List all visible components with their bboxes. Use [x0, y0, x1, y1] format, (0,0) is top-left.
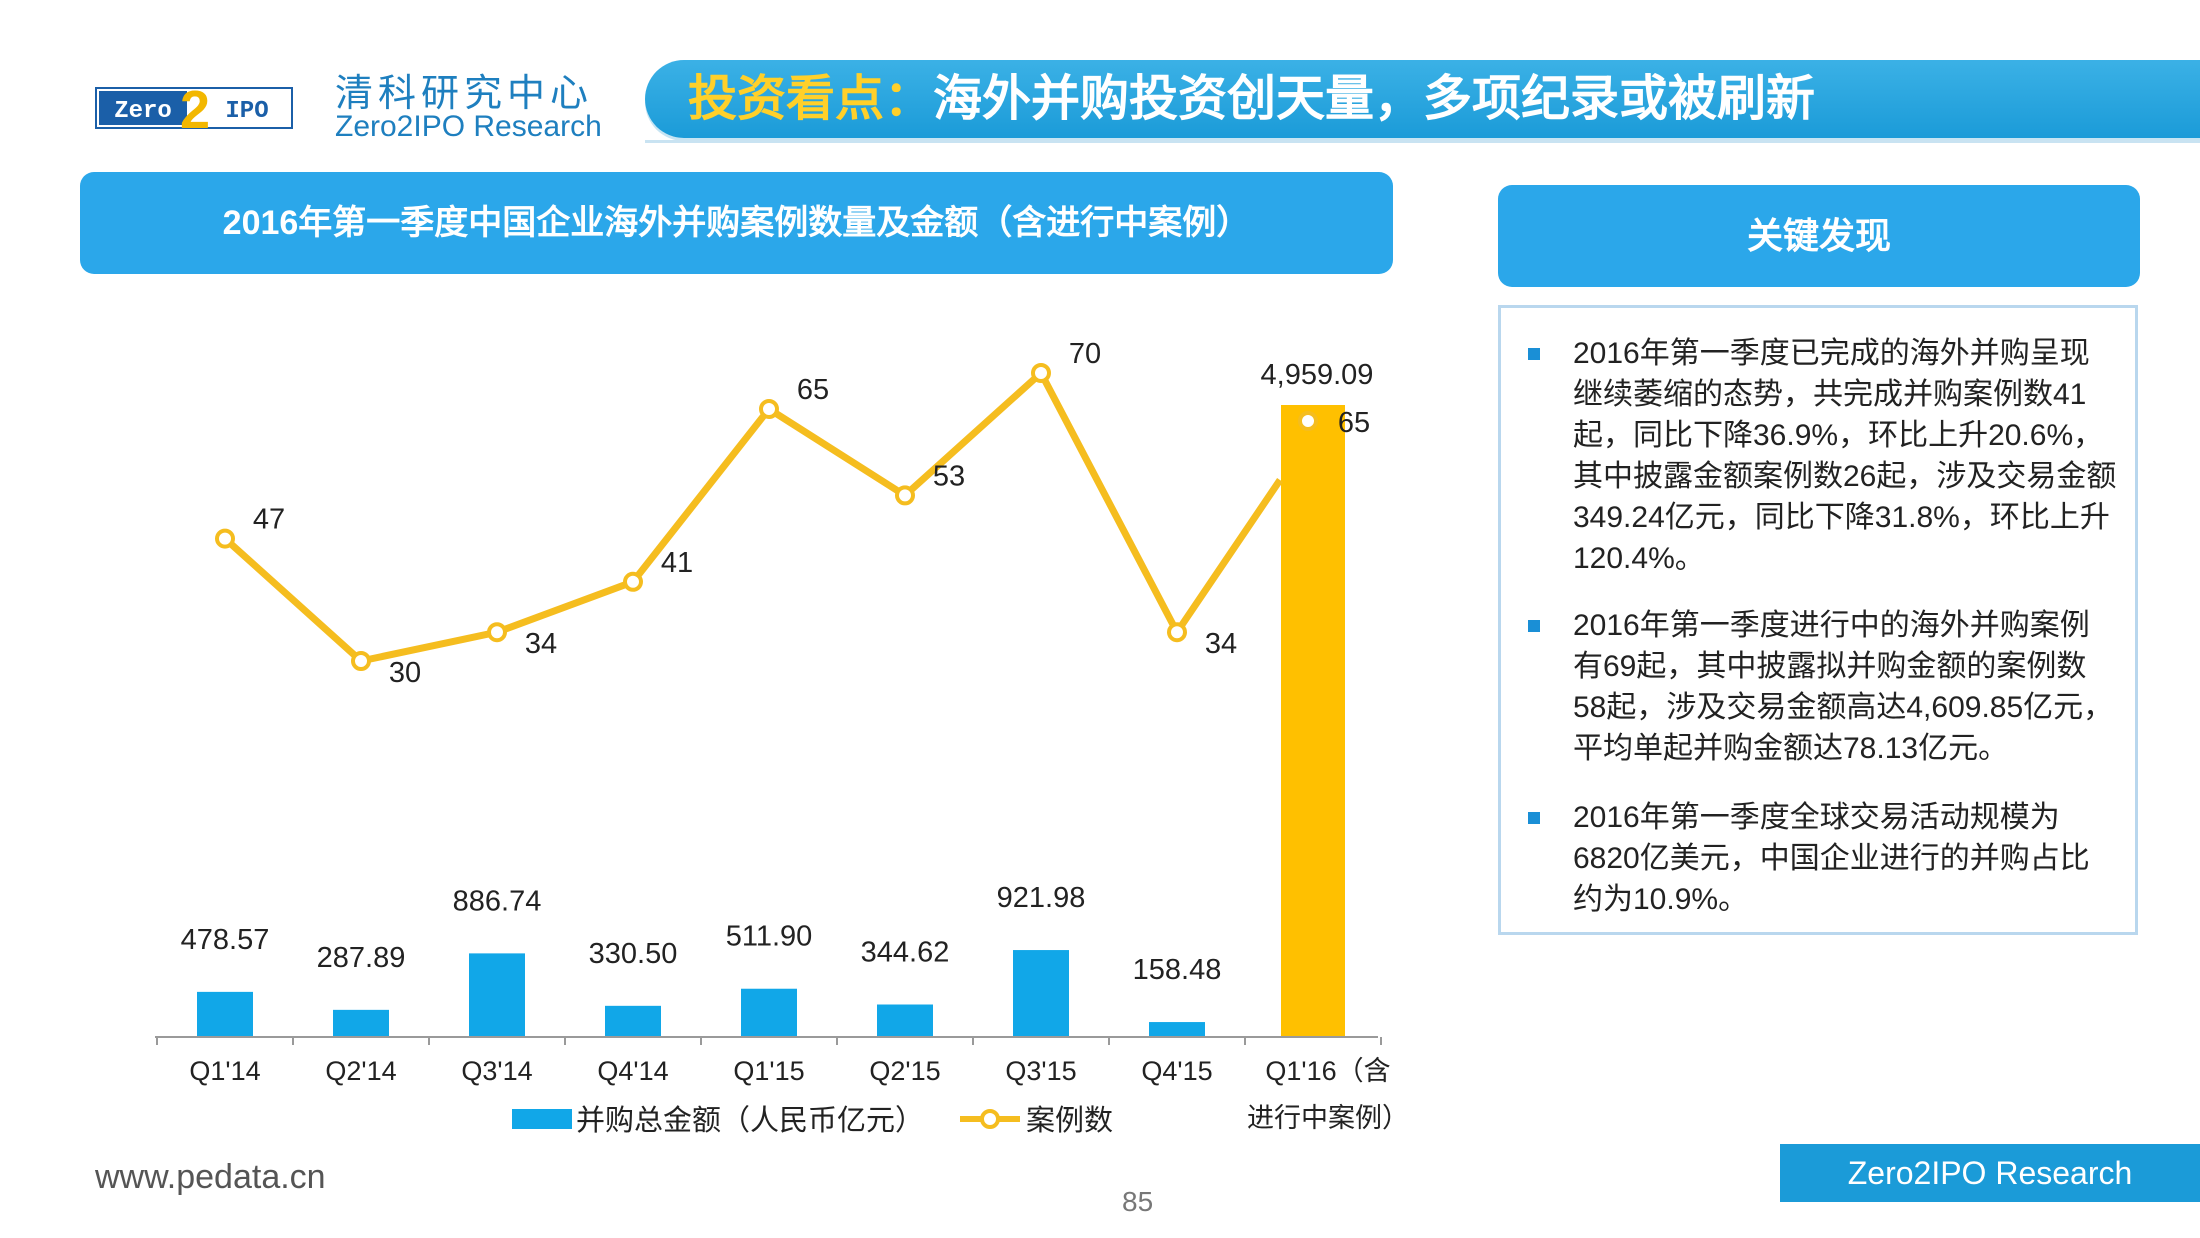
logo-left-text: Zero	[114, 98, 172, 125]
bar-value-label: 158.48	[1133, 954, 1222, 986]
brand-name-english: Zero2IPO Research	[335, 110, 602, 143]
bar-value-label: 478.57	[181, 924, 270, 956]
chart-title-banner	[80, 172, 1393, 274]
logo-right-text: IPO	[225, 98, 268, 125]
legend-bar-swatch	[512, 1109, 572, 1129]
line-value-label: 41	[661, 547, 693, 579]
mna-chart: 478.57 287.89 886.74 330.50 511.90 344.62 921.…	[155, 338, 1409, 1137]
key-findings-banner	[1498, 185, 2140, 287]
bar	[469, 953, 525, 1037]
bar	[877, 1004, 933, 1037]
x-axis-category-label: Q4'14	[597, 1056, 668, 1086]
bar	[1013, 950, 1069, 1037]
line-value-label: 34	[525, 628, 557, 660]
x-axis-ticks	[156, 1037, 1382, 1045]
bar-value-label: 287.89	[317, 942, 406, 974]
line-point	[215, 528, 235, 549]
line-point	[487, 622, 507, 643]
bar-value-label: 4,959.09	[1261, 359, 1374, 391]
legend-bar-label: 并购总金额（人民币亿元）	[576, 1104, 924, 1137]
finding-text: 2016年第一季度已完成的海外并购呈现继续萎缩的态势，共完成并购案例数41起，同…	[1573, 337, 2117, 575]
line-point	[351, 651, 371, 671]
line-value-label: 70	[1069, 338, 1101, 370]
x-axis-category-label: Q2'14	[325, 1056, 396, 1086]
page-headline: 投资看点：海外并购投资创天量，多项纪录或被刷新	[688, 66, 1815, 132]
case-count-line	[222, 369, 1283, 665]
bar	[197, 991, 253, 1037]
bar-value-label: 511.90	[726, 921, 813, 953]
x-axis-category-label: Q2'15	[869, 1056, 940, 1086]
x-axis-category-label: Q1'14	[189, 1056, 260, 1086]
line-value-label: 34	[1205, 628, 1237, 660]
headline-banner	[645, 60, 2200, 138]
zero2ipo-logo: Zero 2 IPO	[95, 80, 293, 136]
bar-value-label: 921.98	[997, 882, 1086, 914]
bar-value-label: 330.50	[589, 938, 678, 970]
line-value-label: 30	[389, 657, 421, 689]
website-link[interactable]: www.pedata.cn	[95, 1158, 326, 1196]
line-value-label: 65	[1338, 407, 1370, 439]
line-value-label: 65	[797, 374, 829, 406]
page-number: 85	[1122, 1186, 1154, 1217]
footer-brand-banner	[1780, 1144, 2200, 1202]
logo-number: 2	[180, 80, 210, 136]
x-axis-category-label: Q4'15	[1141, 1056, 1212, 1086]
chart-title: 2016年第一季度中国企业海外并购案例数量及金额（含进行中案例）	[222, 204, 1251, 242]
line-value-label: 53	[933, 460, 965, 492]
square-bullet-icon	[1528, 348, 1540, 360]
headline-text: 海外并购投资创天量，多项纪录或被刷新	[933, 72, 1816, 126]
line-value-label: 47	[253, 504, 285, 536]
square-bullet-icon	[1528, 812, 1540, 824]
bar-value-label: 886.74	[453, 885, 542, 917]
chart-legend: 并购总金额（人民币亿元） 案例数	[512, 1104, 1113, 1137]
x-axis-category-label: Q3'15	[1005, 1056, 1076, 1086]
x-axis-category-label: Q1'15	[733, 1056, 804, 1086]
line-point	[1167, 622, 1187, 643]
footer-brand: Zero2IPO Research	[1847, 1155, 2133, 1191]
legend-line-label: 案例数	[1026, 1104, 1113, 1137]
x-axis-category-labels: Q1'14 Q2'14 Q3'14 Q4'14 Q1'15 Q2'15 Q3'15 Q4'15…	[189, 1056, 1409, 1133]
square-bullet-icon	[1528, 620, 1540, 632]
bar-value-labels: 478.57 287.89 886.74 330.50 511.90 344.62 921.…	[181, 359, 1374, 986]
bar	[741, 988, 797, 1037]
key-findings-title: 关键发现	[1746, 215, 1891, 256]
brand-name-chinese: 清科研究中心	[335, 73, 594, 115]
finding-text: 2016年第一季度全球交易活动规模为6820亿美元，中国企业进行的并购占比约为1…	[1573, 801, 2090, 916]
bar	[1149, 1022, 1205, 1037]
headline-highlight: 投资看点：	[688, 72, 934, 126]
bar	[1281, 405, 1345, 1037]
line-point	[1298, 411, 1318, 431]
x-axis-category-label: 进行中案例）	[1247, 1103, 1409, 1133]
line-point	[623, 571, 643, 592]
x-axis-category-label: Q1'16（含	[1265, 1056, 1390, 1086]
bar-series	[197, 405, 1345, 1037]
line-point	[1031, 363, 1051, 383]
x-axis-category-label: Q3'14	[461, 1056, 532, 1086]
bar-value-label: 344.62	[861, 937, 950, 969]
legend-line-marker	[980, 1109, 1000, 1129]
bar	[333, 1009, 389, 1037]
line-value-labels: 47 30 34 41 65 53 70 34 65	[253, 338, 1370, 689]
headline-underline	[645, 140, 2200, 143]
finding-text: 2016年第一季度进行中的海外并购案例有69起，其中披露拟并购金额的案例数58起…	[1573, 609, 2114, 765]
line-point	[895, 485, 915, 506]
bar	[605, 1005, 661, 1037]
key-findings-panel	[1498, 305, 2138, 935]
line-points	[215, 363, 1318, 671]
line-point	[759, 399, 779, 419]
